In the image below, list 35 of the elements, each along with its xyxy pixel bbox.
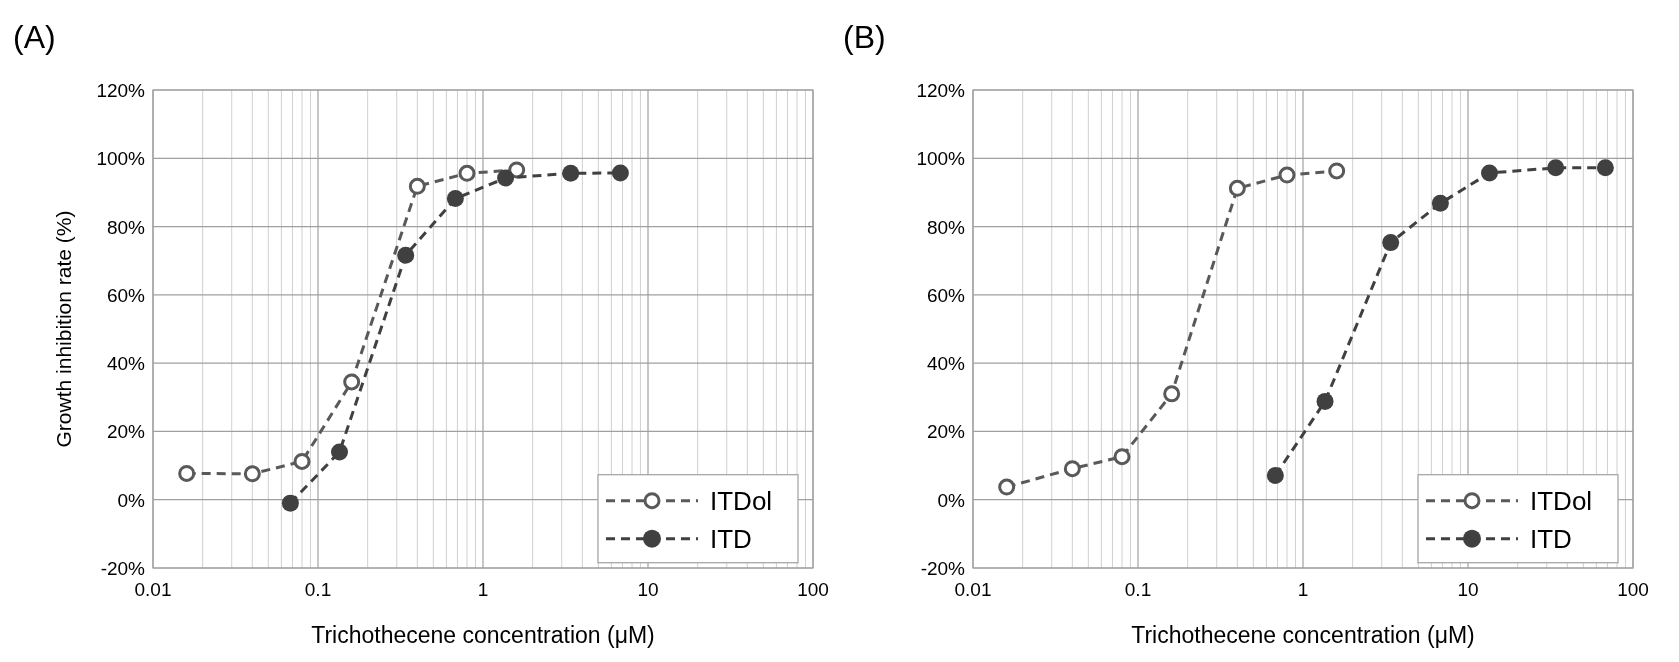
x-tick-label: 100 [1617,579,1649,600]
y-tick-label: 40% [926,353,966,375]
y-tick-label: 0% [117,489,146,511]
y-tick-label: 20% [106,421,146,443]
y-axis-title: Growth inhibition rate (%) [52,210,75,448]
x-tick-label: 0.01 [954,579,992,600]
y-tick-label: 40% [106,353,146,375]
y-tick-label: 60% [926,284,966,306]
y-tick-label: 80% [926,216,966,238]
legend-label: ITD [710,523,752,554]
chart-title: (B) [843,19,886,55]
y-tick-label: 100% [916,148,966,170]
x-tick-label: 100 [797,579,829,600]
y-tick-label: 100% [96,148,146,170]
y-tick-label: 80% [106,216,146,238]
chart-title: (A) [13,19,56,55]
x-tick-label: 0.1 [304,579,332,600]
y-tick-label: 120% [96,80,146,101]
x-tick-label: 1 [477,579,489,600]
x-axis-title: Trichothecene concentration (μM) [1131,622,1475,648]
x-tick-label: 10 [637,579,659,600]
x-tick-label: 0.01 [134,579,172,600]
y-tick-label: 60% [106,284,146,306]
x-axis-title: Trichothecene concentration (μM) [311,622,655,648]
x-tick-label: 10 [1457,579,1479,600]
x-tick-label: 1 [1297,579,1309,600]
legend-label: ITDol [710,485,773,516]
x-tick-label: 0.1 [1124,579,1152,600]
y-tick-label: 20% [926,421,966,443]
y-tick-label: 0% [937,489,966,511]
y-tick-label: 120% [916,80,966,101]
legend-label: ITD [1530,523,1572,554]
legend-label: ITDol [1530,485,1593,516]
y-tick-label: -20% [920,558,966,579]
y-tick-label: -20% [100,558,146,579]
